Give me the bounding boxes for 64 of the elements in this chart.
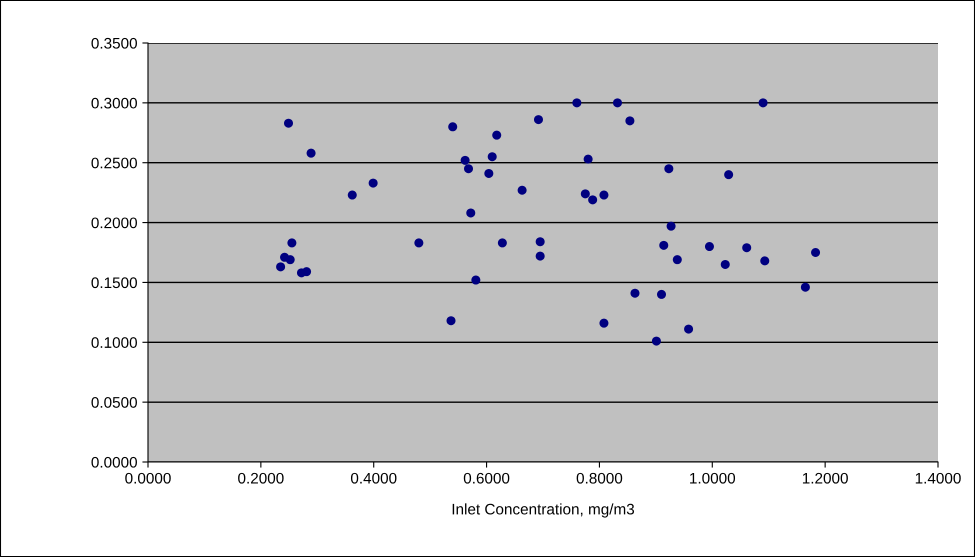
point xyxy=(466,208,476,218)
point xyxy=(612,98,622,108)
point xyxy=(276,262,286,272)
point xyxy=(742,243,752,252)
point xyxy=(471,276,480,285)
point xyxy=(492,130,502,140)
point xyxy=(414,238,424,248)
point xyxy=(534,115,543,124)
point xyxy=(302,267,312,276)
y-tick-label: 0.2500 xyxy=(91,158,137,168)
point xyxy=(498,238,507,248)
point xyxy=(460,156,470,165)
point xyxy=(724,170,734,180)
x-tick-label: 0.6000 xyxy=(464,472,510,484)
point xyxy=(580,189,590,198)
point xyxy=(536,252,545,261)
point xyxy=(348,190,357,200)
point xyxy=(287,238,296,248)
point xyxy=(488,152,497,162)
x-tick-label: 1.2000 xyxy=(802,472,848,484)
point xyxy=(464,164,474,174)
x-axis-title: Inlet Concentration, mg/m3 xyxy=(452,503,634,518)
point xyxy=(448,122,458,132)
point xyxy=(599,190,608,200)
point xyxy=(704,242,714,252)
y-tick-label: 0.0500 xyxy=(91,397,137,408)
point xyxy=(286,255,295,264)
point xyxy=(720,260,730,269)
x-tick-label: 0.2000 xyxy=(238,472,284,484)
y-tick-label: 0.2000 xyxy=(91,217,137,228)
x-tick-label: 0.4000 xyxy=(350,472,396,484)
y-tick-label: 0.1000 xyxy=(91,337,137,348)
point xyxy=(584,154,593,164)
y-tick-label: 0.0000 xyxy=(91,456,137,468)
point xyxy=(664,164,674,174)
point xyxy=(630,288,640,298)
point xyxy=(758,98,768,108)
point xyxy=(284,118,294,128)
point xyxy=(659,240,668,250)
point xyxy=(625,116,634,126)
point xyxy=(572,98,582,108)
y-tick-label: 0.3000 xyxy=(91,98,137,109)
point xyxy=(599,318,608,328)
x-tick-label: 1.0000 xyxy=(690,472,736,484)
point xyxy=(536,237,545,246)
y-tick-label: 0.1500 xyxy=(91,277,137,288)
y-tick-label: 0.3500 xyxy=(91,38,137,49)
point xyxy=(368,178,378,188)
x-tick-label: 1.4000 xyxy=(916,472,961,484)
point xyxy=(684,324,694,334)
point xyxy=(446,316,456,326)
point xyxy=(484,168,494,178)
point xyxy=(657,290,666,299)
point xyxy=(306,148,316,158)
point xyxy=(760,256,770,266)
point xyxy=(811,248,820,257)
point xyxy=(588,195,598,204)
point xyxy=(800,282,810,292)
point xyxy=(666,222,676,231)
x-tick-label: 0.8000 xyxy=(576,472,622,484)
point xyxy=(652,336,661,346)
point xyxy=(518,186,527,195)
x-tick-label: 0.0000 xyxy=(125,472,171,484)
point xyxy=(672,255,682,264)
